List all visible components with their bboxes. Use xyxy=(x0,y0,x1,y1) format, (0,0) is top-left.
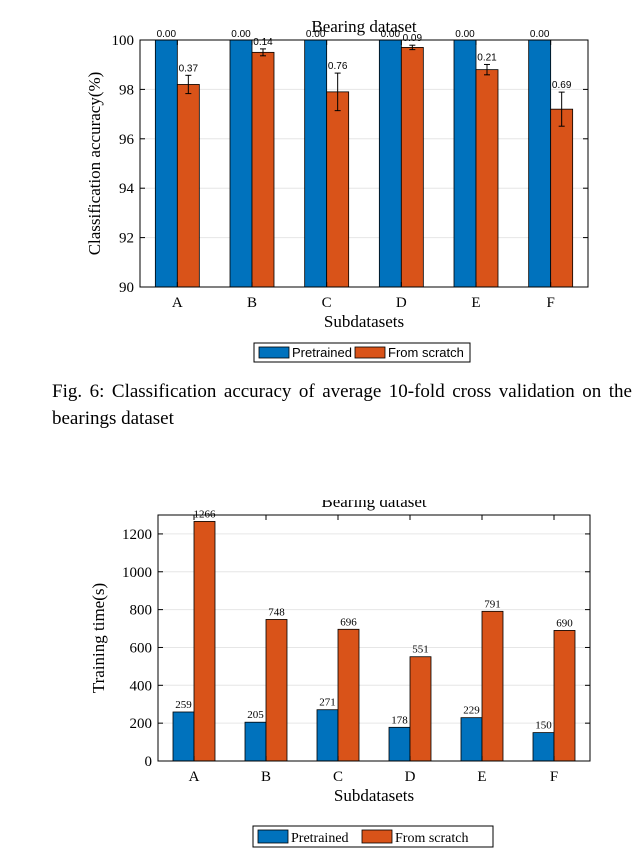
bar-pretrained xyxy=(316,709,339,762)
y-tick-label: 800 xyxy=(130,603,153,619)
data-label: 0.00 xyxy=(381,29,401,40)
bar-pretrained xyxy=(304,39,328,288)
data-label: 1266 xyxy=(194,508,217,520)
legend-swatch-pretrained xyxy=(258,346,290,359)
data-label: 0.14 xyxy=(253,37,273,48)
data-label: 0.00 xyxy=(306,29,326,40)
x-axis-label: Subdatasets xyxy=(334,786,414,805)
figure-caption: Fig. 6: Classification accuracy of avera… xyxy=(52,381,632,429)
data-label: 748 xyxy=(268,606,285,618)
data-label: 229 xyxy=(463,705,480,717)
bar-from-scratch xyxy=(193,521,216,762)
data-label: 0.76 xyxy=(328,61,348,72)
data-label: 0.69 xyxy=(552,80,572,91)
training-time-chart: 0 200 400 600 800 1000 1200 259 1266 A 205 748 B 271 6… xyxy=(89,500,591,848)
bar-pretrained xyxy=(244,721,267,762)
data-label: 150 xyxy=(535,720,552,732)
y-tick-label: 1200 xyxy=(122,527,152,543)
y-tick-label: 200 xyxy=(130,716,153,732)
plot-frame xyxy=(157,514,591,762)
legend-swatch-from-scratch xyxy=(361,829,393,844)
x-tick-label: D xyxy=(396,295,407,311)
chart-title: Bearing dataset xyxy=(321,500,427,511)
data-label: 0.21 xyxy=(477,52,497,63)
bar-from-scratch xyxy=(475,69,499,288)
chart-title: Bearing dataset xyxy=(311,17,417,36)
bar-from-scratch xyxy=(409,656,432,762)
bar-from-scratch xyxy=(265,619,288,762)
y-tick-label: 94 xyxy=(119,181,135,197)
y-axis-label: Training time(s) xyxy=(89,583,108,693)
data-label: 690 xyxy=(556,617,573,629)
data-label: 551 xyxy=(412,644,429,656)
bar-pretrained xyxy=(378,39,402,288)
y-tick-label: 90 xyxy=(119,280,134,296)
bar-pretrained xyxy=(453,39,477,288)
data-label: 0.00 xyxy=(530,29,550,40)
y-tick-label: 1000 xyxy=(122,565,152,581)
x-tick-label: C xyxy=(322,295,332,311)
x-tick-label: F xyxy=(546,295,554,311)
bar-from-scratch xyxy=(550,108,574,288)
x-tick-label: E xyxy=(471,295,480,311)
data-label: 205 xyxy=(247,709,264,721)
data-label: 259 xyxy=(175,699,192,711)
legend-swatch-pretrained xyxy=(257,829,289,844)
data-label: 696 xyxy=(340,616,357,628)
y-tick-label: 96 xyxy=(119,132,135,148)
y-tick-label: 400 xyxy=(130,678,153,694)
y-tick-label: 98 xyxy=(119,82,134,98)
x-tick-label: C xyxy=(333,769,343,785)
data-label: 271 xyxy=(319,697,336,709)
data-label: 0.00 xyxy=(231,29,251,40)
y-axis-label: Classification accuracy(%) xyxy=(85,72,104,256)
legend-label-pretrained: Pretrained xyxy=(291,831,349,846)
x-tick-label: E xyxy=(477,769,486,785)
x-axis-label: Subdatasets xyxy=(324,312,404,331)
plot-frame xyxy=(139,39,589,288)
legend-label-pretrained: Pretrained xyxy=(292,345,352,360)
bar-from-scratch xyxy=(337,628,360,762)
x-tick-label: A xyxy=(172,295,183,311)
legend-label-from-scratch: From scratch xyxy=(388,345,464,360)
bar-pretrained xyxy=(528,39,552,288)
x-tick-label: F xyxy=(550,769,558,785)
data-label: 791 xyxy=(484,598,501,610)
y-tick-label: 92 xyxy=(119,231,134,247)
legend-label-from-scratch: From scratch xyxy=(395,831,468,846)
bar-pretrained xyxy=(388,726,411,762)
bar-pretrained xyxy=(460,717,483,762)
bar-from-scratch xyxy=(251,51,275,288)
y-tick-label: 600 xyxy=(130,640,153,656)
legend-swatch-from-scratch xyxy=(354,346,386,359)
x-tick-label: A xyxy=(189,769,200,785)
bar-pretrained xyxy=(154,39,178,288)
bar-from-scratch xyxy=(400,47,424,288)
bar-pretrained xyxy=(229,39,253,288)
data-label: 0.09 xyxy=(403,33,423,44)
y-tick-label: 0 xyxy=(145,754,153,770)
bar-from-scratch xyxy=(553,630,576,762)
x-tick-label: B xyxy=(247,295,257,311)
x-tick-label: B xyxy=(261,769,271,785)
bar-from-scratch xyxy=(481,610,504,762)
bar-pretrained xyxy=(172,711,195,762)
bar-from-scratch xyxy=(326,91,350,288)
x-tick-label: D xyxy=(405,769,416,785)
bar-from-scratch xyxy=(176,84,200,288)
y-tick-label: 100 xyxy=(112,33,135,49)
data-label: 178 xyxy=(391,714,408,726)
bar-pretrained xyxy=(532,732,555,762)
data-label: 0.00 xyxy=(455,29,475,40)
data-label: 0.00 xyxy=(157,29,177,40)
data-label: 0.37 xyxy=(179,63,199,74)
